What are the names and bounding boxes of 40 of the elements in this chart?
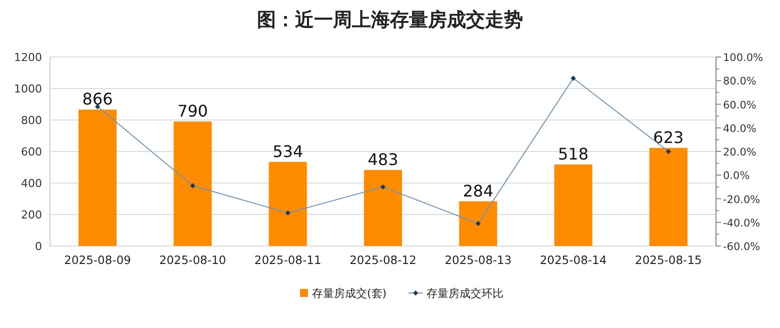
x-tick-label: 2025-08-12 — [350, 253, 416, 267]
y2-tick-label: -20.0% — [723, 194, 760, 206]
data-label: 284 — [462, 181, 494, 200]
y2-tick-label: -40.0% — [723, 217, 760, 230]
y-tick-label: 0 — [35, 240, 42, 253]
y2-tick-label: 20.0% — [723, 146, 756, 158]
data-label: 518 — [558, 144, 589, 164]
legend-label: 存量房成交环比 — [426, 287, 504, 300]
x-tick-label: 2025-08-14 — [540, 253, 607, 267]
y2-tick-label: 0.0% — [723, 170, 750, 182]
y2-tick-label: -60.0% — [723, 241, 760, 253]
x-tick-label: 2025-08-15 — [635, 253, 702, 267]
y-tick-label: 1200 — [14, 51, 42, 64]
bar — [364, 170, 402, 246]
x-tick-label: 2025-08-10 — [159, 253, 226, 267]
bar — [649, 148, 688, 246]
bar — [554, 164, 592, 246]
x-tick-label: 2025-08-13 — [444, 253, 512, 267]
data-label: 866 — [82, 90, 113, 109]
bar — [459, 201, 498, 246]
y-tick-label: 600 — [21, 146, 42, 158]
y2-tick-label: 60.0% — [723, 99, 756, 112]
y2-tick-label: 80.0% — [723, 76, 756, 88]
y2-tick-label: 40.0% — [723, 122, 756, 135]
x-tick-label: 2025-08-11 — [254, 253, 322, 267]
bar — [268, 162, 307, 246]
bar — [78, 110, 117, 246]
data-label: 790 — [177, 102, 208, 121]
y-tick-label: 1000 — [14, 82, 42, 96]
chart-title: 图：近一周上海存量房成交走势 — [257, 9, 523, 31]
x-tick-label: 2025-08-09 — [64, 253, 131, 267]
data-label: 623 — [653, 128, 684, 147]
data-label: 483 — [368, 150, 398, 169]
y-tick-label: 200 — [21, 208, 42, 222]
data-label: 534 — [272, 142, 304, 161]
bar — [174, 122, 212, 246]
legend-label: 存量房成交(套) — [312, 287, 387, 300]
y-tick-label: 400 — [21, 177, 42, 190]
y-tick-label: 800 — [21, 114, 42, 127]
y2-tick-label: 100.0% — [723, 52, 764, 64]
